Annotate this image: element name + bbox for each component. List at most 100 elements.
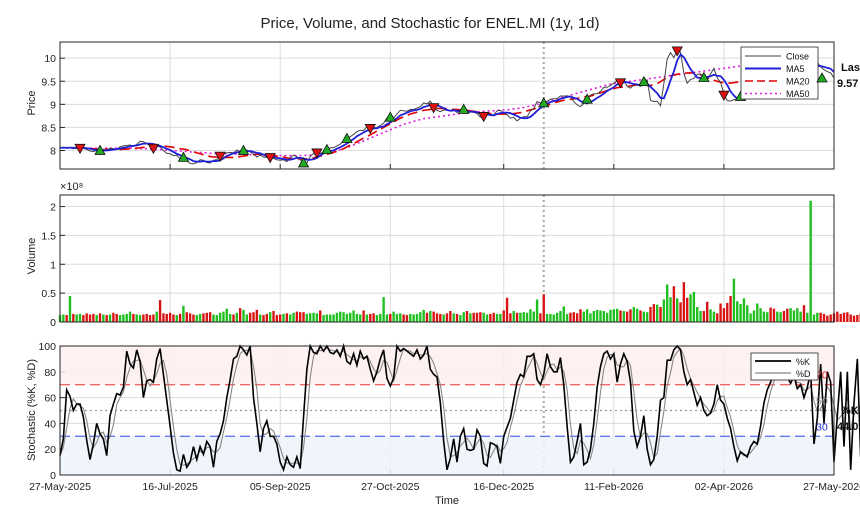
volume-bar	[806, 312, 809, 322]
volume-bar	[175, 315, 178, 322]
volume-bar	[742, 298, 746, 322]
last-price-label: Last	[841, 62, 860, 74]
volume-bar	[796, 308, 799, 322]
volume-bar	[669, 297, 672, 322]
volume-bar	[295, 311, 299, 322]
stoch-y-tick-label: 0	[50, 470, 56, 482]
volume-bar	[102, 314, 105, 322]
volume-bar	[405, 315, 409, 322]
volume-bar	[722, 308, 726, 322]
volume-bar	[702, 311, 706, 322]
volume-bar	[819, 312, 822, 322]
volume-bar	[749, 313, 752, 322]
volume-bar	[602, 311, 605, 322]
volume-bar	[852, 315, 856, 322]
sell-marker	[311, 148, 323, 159]
volume-bar	[442, 314, 445, 322]
volume-bar	[505, 297, 509, 322]
overbought-zone	[60, 346, 834, 385]
x-tick-label: 27-May-2025	[29, 481, 91, 493]
stoch-frame	[59, 345, 835, 476]
volume-panel: 0 0.5 1 1.5 2	[41, 194, 860, 329]
volume-bar	[582, 311, 585, 322]
sell-marker	[214, 151, 226, 162]
volume-y-tick-label: 1.5	[41, 230, 56, 242]
buy-marker	[538, 97, 550, 108]
volume-bar	[208, 312, 212, 322]
volume-bar	[402, 314, 405, 322]
volume-bar	[509, 313, 512, 322]
volume-bar	[178, 313, 182, 322]
volume-bar	[305, 313, 309, 322]
volume-bar	[789, 308, 792, 322]
volume-bar	[479, 312, 482, 322]
volume-bar	[766, 312, 769, 322]
volume-bar	[332, 314, 335, 322]
volume-bar	[255, 309, 259, 322]
volume-bar	[292, 312, 295, 322]
volume-bar	[545, 313, 549, 322]
volume-bar	[599, 310, 602, 322]
volume-bar	[652, 304, 656, 322]
volume-bar	[836, 311, 839, 322]
volume-y-tick-label: 0.5	[41, 288, 56, 300]
volume-bar	[258, 314, 262, 322]
volume-bar	[289, 314, 292, 322]
volume-bar	[632, 306, 636, 322]
stochastic-axis-label: Stochastic (%K, %D)	[26, 359, 38, 461]
volume-bar	[75, 314, 78, 322]
sell-marker	[74, 143, 86, 155]
volume-bar	[622, 311, 626, 322]
volume-bar	[302, 312, 305, 322]
volume-bar	[492, 312, 495, 322]
volume-bar	[655, 304, 659, 322]
volume-bar	[816, 312, 819, 322]
volume-bar	[192, 314, 195, 322]
volume-bar	[432, 311, 435, 322]
sell-marker	[364, 124, 376, 135]
volume-bar	[802, 305, 806, 322]
price-y-tick-label: 8	[50, 146, 56, 158]
volume-bar	[282, 313, 285, 322]
volume-bar	[188, 313, 192, 322]
volume-bar	[168, 312, 172, 322]
volume-bar	[439, 313, 442, 322]
volume-bar	[379, 313, 382, 322]
volume-bar	[252, 312, 255, 322]
volume-bar	[739, 304, 742, 322]
volume-bar	[122, 314, 125, 322]
volume-bar	[215, 315, 218, 322]
volume-bar	[85, 313, 88, 322]
volume-bar	[799, 311, 802, 322]
volume-bar	[165, 313, 168, 322]
volume-bar	[268, 312, 272, 322]
volume-bar	[385, 314, 389, 322]
volume-bar	[285, 313, 289, 322]
volume-bar	[549, 313, 552, 322]
volume-bar	[579, 309, 582, 322]
volume-bar	[198, 313, 202, 322]
volume-bar	[776, 311, 779, 322]
volume-bar	[342, 312, 345, 322]
price-y-tick-label: 8.5	[41, 122, 56, 134]
volume-bar	[105, 315, 108, 322]
sell-marker	[427, 103, 440, 114]
volume-bar	[475, 312, 479, 322]
volume-bar	[262, 315, 265, 322]
volume-bar	[499, 313, 502, 322]
volume-bar	[65, 315, 68, 322]
volume-bar	[856, 315, 859, 322]
volume-bar	[312, 312, 315, 322]
x-tick-label: 16-Jul-2025	[142, 481, 198, 493]
volume-bar	[605, 312, 609, 322]
volume-bar	[612, 309, 615, 322]
price-legend: Close MA5 MA20 MA50	[740, 46, 819, 100]
volume-bar	[389, 313, 392, 322]
volume-bar	[726, 302, 729, 322]
volume-bar	[782, 311, 786, 322]
stoch-legend: %K %D	[750, 352, 819, 381]
volume-bar	[158, 300, 162, 322]
volume-bar	[465, 311, 469, 322]
volume-bar	[452, 313, 455, 322]
